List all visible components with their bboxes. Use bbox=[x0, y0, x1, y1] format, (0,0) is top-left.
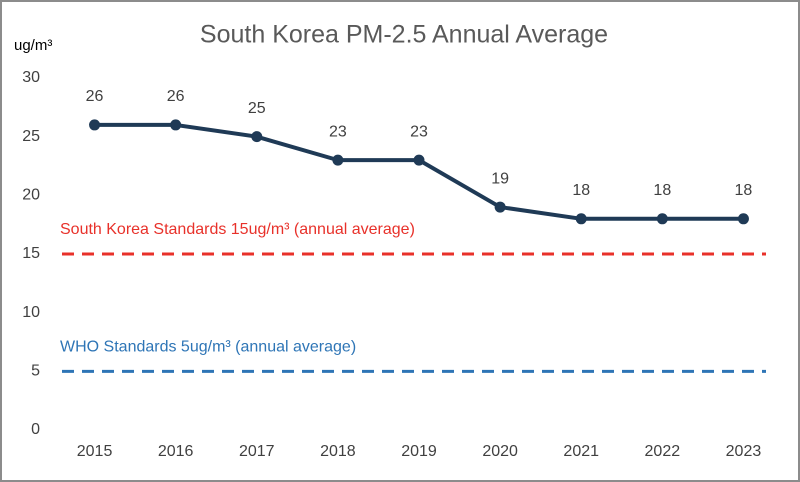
x-tick-label: 2016 bbox=[158, 443, 194, 460]
data-label: 23 bbox=[329, 123, 347, 140]
x-tick-label: 2022 bbox=[645, 443, 681, 460]
data-point bbox=[251, 131, 263, 143]
y-tick-label: 0 bbox=[31, 421, 40, 438]
data-label: 18 bbox=[653, 182, 671, 199]
y-tick-label: 30 bbox=[22, 69, 40, 86]
data-label: 18 bbox=[735, 182, 753, 199]
data-label: 23 bbox=[410, 123, 428, 140]
x-tick-label: 2023 bbox=[726, 443, 762, 460]
x-tick-label: 2015 bbox=[77, 443, 113, 460]
data-point bbox=[413, 154, 425, 166]
y-tick-label: 25 bbox=[22, 128, 40, 145]
data-label: 19 bbox=[491, 170, 509, 187]
data-point bbox=[170, 119, 182, 131]
x-tick-label: 2017 bbox=[239, 443, 275, 460]
chart-title: South Korea PM-2.5 Annual Average bbox=[200, 21, 608, 49]
y-axis-label: ug/m³ bbox=[14, 37, 52, 54]
data-label: 25 bbox=[248, 100, 266, 117]
data-label: 26 bbox=[167, 88, 185, 105]
y-tick-label: 10 bbox=[22, 304, 40, 321]
x-tick-label: 2018 bbox=[320, 443, 356, 460]
y-tick-label: 15 bbox=[22, 245, 40, 262]
data-label: 26 bbox=[86, 88, 104, 105]
data-point bbox=[89, 119, 101, 131]
x-tick-label: 2019 bbox=[401, 443, 437, 460]
reference-label: South Korea Standards 15ug/m³ (annual av… bbox=[60, 221, 415, 238]
y-tick-label: 5 bbox=[31, 363, 40, 380]
y-tick-label: 20 bbox=[22, 187, 40, 204]
reference-label: WHO Standards 5ug/m³ (annual average) bbox=[60, 339, 356, 356]
x-tick-label: 2020 bbox=[482, 443, 518, 460]
data-point bbox=[575, 213, 587, 225]
data-point bbox=[332, 154, 344, 166]
data-point bbox=[656, 213, 668, 225]
data-point bbox=[737, 213, 749, 225]
x-tick-label: 2021 bbox=[563, 443, 599, 460]
data-label: 18 bbox=[572, 182, 590, 199]
data-point bbox=[494, 201, 506, 213]
